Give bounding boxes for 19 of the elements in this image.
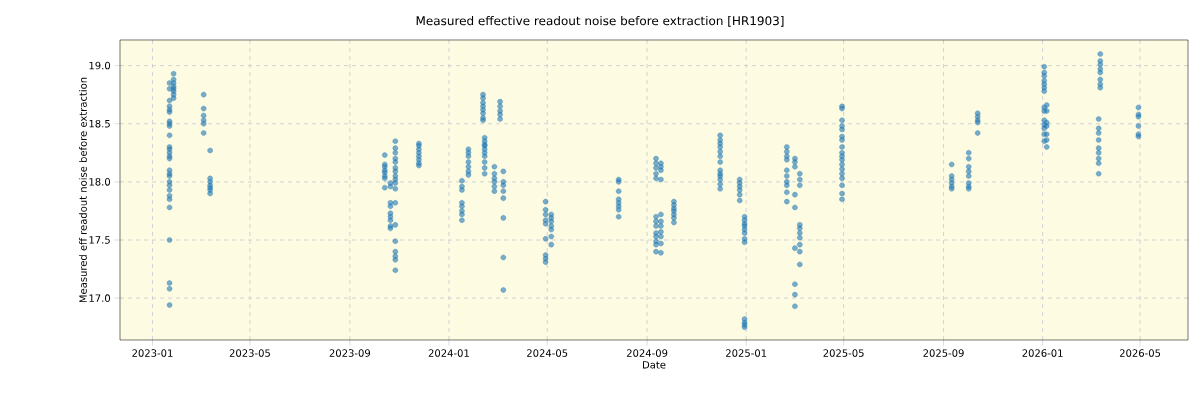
y-tick-label: 17.0 [89,294,111,302]
x-tick-label: 2023-05 [229,349,270,357]
x-tick-label: 2024-09 [626,349,668,357]
x-tick-label: 2026-01 [1022,349,1063,357]
x-axis-title: Date [643,361,666,369]
x-tick-label: 2024-01 [428,349,469,357]
chart-title: Measured effective readout noise before extraction [HR1903] [416,15,784,27]
y-tick-label: 17.5 [89,236,110,244]
x-tick-label: 2025-01 [726,349,767,357]
y-axis-title: Measured eff readout noise before extraction [79,77,87,303]
x-tick-label: 2024-05 [527,349,568,357]
x-tick-label: 2025-05 [823,349,864,357]
x-tick-label: 2025-09 [923,349,964,357]
y-tick-label: 18.5 [89,119,110,128]
x-tick-label: 2023-09 [329,349,371,357]
y-tick-label: 19.0 [89,61,111,70]
x-tick-label: 2023-01 [132,349,173,357]
x-tick-label: 2026-05 [1119,349,1161,357]
y-tick-label: 18.0 [89,178,111,186]
